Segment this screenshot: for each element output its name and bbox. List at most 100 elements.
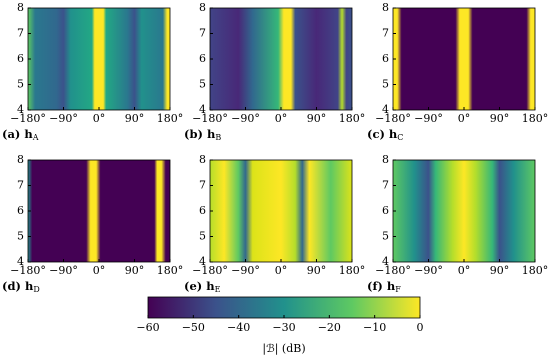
colorbar-tick-label: 0: [417, 321, 424, 334]
x-tick-label: −180°: [192, 264, 228, 277]
caption-vector: h: [24, 127, 33, 141]
y-tick-label: 8: [199, 153, 206, 166]
y-tick-label: 5: [382, 230, 389, 243]
x-tick-label: −180°: [192, 112, 228, 125]
caption-vector: h: [206, 279, 215, 293]
y-tick-label: 4: [17, 103, 24, 116]
caption-subscript: E: [215, 285, 221, 294]
x-tick-label: 90°: [125, 112, 145, 125]
caption-vector: h: [207, 127, 216, 141]
x-tick-label: −90°: [49, 112, 78, 125]
heatmap: [210, 160, 352, 262]
x-tick-label: −90°: [414, 112, 443, 125]
caption: (d) hD: [2, 279, 40, 294]
colorbar-tick-label: −20: [318, 321, 341, 334]
y-tick-label: 7: [199, 27, 206, 40]
heatmap: [393, 8, 535, 110]
colorbar-tick-label: −50: [182, 321, 205, 334]
y-tick-label: 6: [17, 204, 24, 217]
x-tick-label: 90°: [307, 112, 327, 125]
y-tick-label: 6: [199, 52, 206, 65]
caption-subscript: F: [395, 285, 401, 294]
x-tick-label: 90°: [490, 112, 510, 125]
y-tick-label: 7: [199, 179, 206, 192]
caption-label: (b): [184, 127, 203, 141]
caption-label: (f): [367, 279, 383, 293]
x-tick-label: 0°: [275, 112, 288, 125]
y-tick-label: 8: [382, 1, 389, 14]
heatmap: [210, 8, 352, 110]
x-tick-label: 180°: [522, 112, 549, 125]
x-tick-label: 0°: [275, 264, 288, 277]
caption-vector: h: [25, 279, 34, 293]
y-tick-label: 4: [17, 255, 24, 268]
y-tick-label: 7: [382, 179, 389, 192]
y-tick-label: 5: [17, 230, 24, 243]
x-tick-label: 180°: [157, 112, 184, 125]
colorbar-tick-label: −10: [363, 321, 386, 334]
x-tick-label: 90°: [307, 264, 327, 277]
x-tick-label: 180°: [522, 264, 549, 277]
caption: (e) hE: [184, 279, 221, 294]
caption: (a) hA: [2, 127, 39, 142]
caption-subscript: D: [33, 285, 39, 294]
caption-label: (c): [367, 127, 385, 141]
colorbar: [147, 296, 421, 319]
x-tick-label: −180°: [10, 112, 46, 125]
y-tick-label: 7: [17, 179, 24, 192]
x-tick-label: 0°: [458, 112, 471, 125]
heatmap: [28, 8, 170, 110]
x-tick-label: 90°: [490, 264, 510, 277]
x-tick-label: −180°: [375, 264, 411, 277]
y-tick-label: 4: [199, 103, 206, 116]
y-tick-label: 6: [382, 52, 389, 65]
caption-label: (e): [184, 279, 202, 293]
y-tick-label: 6: [199, 204, 206, 217]
x-tick-label: 0°: [93, 264, 106, 277]
caption-label: (a): [2, 127, 20, 141]
y-tick-label: 5: [17, 78, 24, 91]
x-tick-label: 90°: [125, 264, 145, 277]
caption-subscript: B: [215, 133, 221, 142]
y-tick-label: 8: [382, 153, 389, 166]
caption-vector: h: [389, 127, 398, 141]
y-tick-label: 5: [382, 78, 389, 91]
colorbar-label: |ℬ| (dB): [262, 342, 305, 356]
y-tick-label: 5: [199, 78, 206, 91]
x-tick-label: −90°: [231, 264, 260, 277]
colorbar-tick-label: −40: [227, 321, 250, 334]
x-tick-label: −90°: [49, 264, 78, 277]
y-tick-label: 7: [382, 27, 389, 40]
y-tick-label: 4: [199, 255, 206, 268]
y-tick-label: 8: [199, 1, 206, 14]
caption-subscript: A: [32, 133, 39, 142]
x-tick-label: −90°: [414, 264, 443, 277]
caption: (c) hC: [367, 127, 403, 142]
y-tick-label: 6: [17, 52, 24, 65]
y-tick-label: 6: [382, 204, 389, 217]
colorbar-tick-label: −60: [136, 321, 159, 334]
x-tick-label: −180°: [375, 112, 411, 125]
heatmap: [28, 160, 170, 262]
y-tick-label: 8: [17, 1, 24, 14]
y-tick-label: 5: [199, 230, 206, 243]
y-tick-label: 8: [17, 153, 24, 166]
x-tick-label: 180°: [339, 264, 366, 277]
caption: (b) hB: [184, 127, 221, 142]
y-tick-label: 4: [382, 103, 389, 116]
heatmap: [393, 160, 535, 262]
x-tick-label: 0°: [93, 112, 106, 125]
x-tick-label: 0°: [458, 264, 471, 277]
x-tick-label: 180°: [339, 112, 366, 125]
y-tick-label: 4: [382, 255, 389, 268]
caption-subscript: C: [397, 133, 403, 142]
x-tick-label: −180°: [10, 264, 46, 277]
colorbar-tick-label: −30: [272, 321, 295, 334]
x-tick-label: 180°: [157, 264, 184, 277]
x-tick-label: −90°: [231, 112, 260, 125]
y-tick-label: 7: [17, 27, 24, 40]
caption-vector: h: [387, 279, 396, 293]
caption: (f) hF: [367, 279, 401, 294]
caption-label: (d): [2, 279, 21, 293]
